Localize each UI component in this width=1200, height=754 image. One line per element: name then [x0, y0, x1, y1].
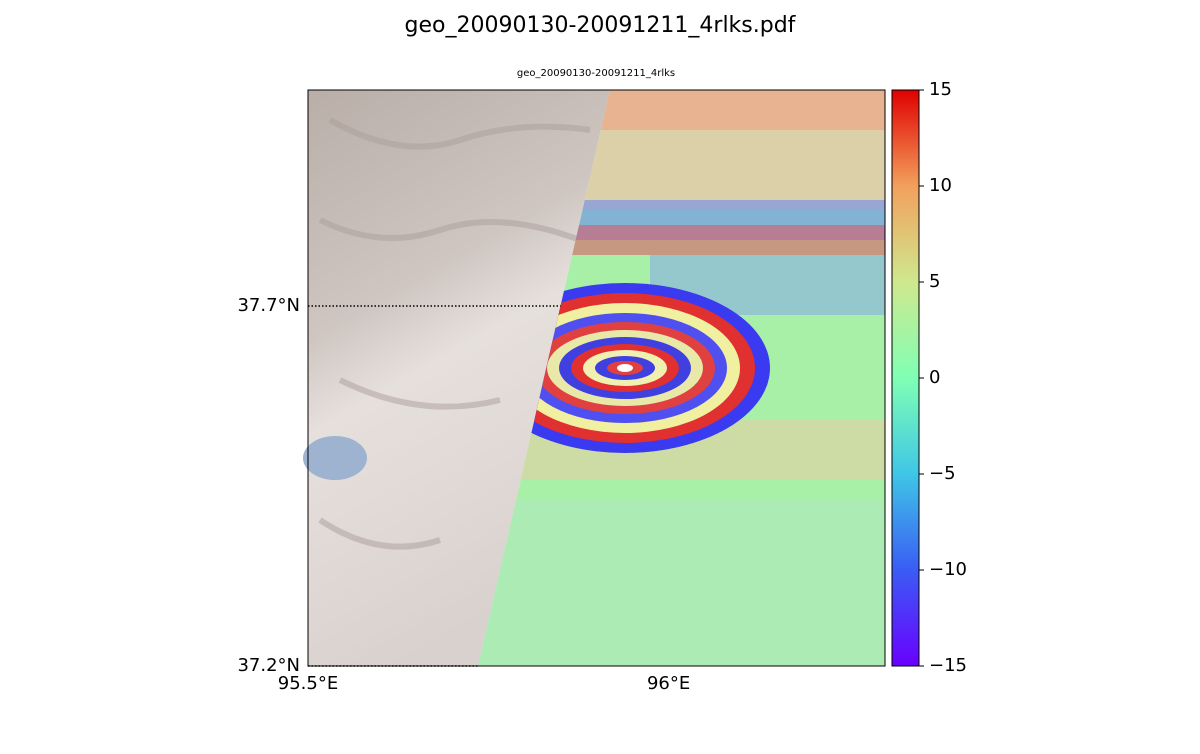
colorbar-tick-label: −10: [929, 559, 967, 580]
colorbar: [892, 90, 919, 666]
x-tick-label: 96°E: [647, 673, 690, 694]
colorbar-tick-label: 10: [929, 175, 952, 196]
colorbar-tick-label: 0: [929, 367, 940, 388]
colorbar-tick-label: −5: [929, 463, 956, 484]
map-frame: [307, 89, 886, 667]
y-tick-label: 37.7°N: [237, 295, 300, 316]
axes-title: geo_20090130-20091211_4rlks: [517, 68, 675, 79]
colorbar-tick-label: 15: [929, 79, 952, 100]
colorbar-tick-label: 5: [929, 271, 940, 292]
figure-title: geo_20090130-20091211_4rlks.pdf: [405, 13, 797, 38]
x-tick-label: 95.5°E: [278, 673, 338, 694]
colorbar-tick-label: −15: [929, 655, 967, 676]
y-tick-label: 37.2°N: [237, 655, 300, 676]
relief: [308, 90, 610, 666]
lake: [303, 436, 367, 480]
map-image: [303, 89, 886, 667]
